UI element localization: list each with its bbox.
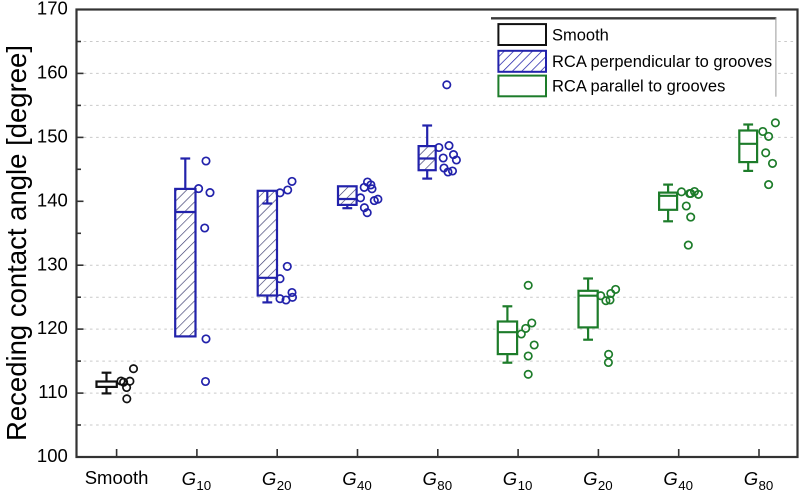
svg-text:G: G xyxy=(342,468,356,489)
svg-text:Smooth: Smooth xyxy=(552,26,609,44)
svg-text:170: 170 xyxy=(37,0,68,19)
svg-text:G: G xyxy=(744,468,758,489)
svg-text:140: 140 xyxy=(37,189,68,210)
svg-text:40: 40 xyxy=(678,478,693,492)
svg-text:G: G xyxy=(423,468,437,489)
svg-text:G: G xyxy=(262,468,276,489)
svg-text:10: 10 xyxy=(196,478,211,492)
svg-text:G: G xyxy=(663,468,677,489)
svg-text:160: 160 xyxy=(37,62,68,83)
svg-text:40: 40 xyxy=(357,478,372,492)
svg-text:RCA parallel to grooves: RCA parallel to grooves xyxy=(552,78,725,96)
svg-text:Receding contact angle [degree: Receding contact angle [degree] xyxy=(1,45,32,441)
svg-text:120: 120 xyxy=(37,317,68,338)
svg-text:100: 100 xyxy=(37,445,68,466)
svg-text:80: 80 xyxy=(437,478,452,492)
svg-text:G: G xyxy=(182,468,196,489)
svg-text:80: 80 xyxy=(759,478,774,492)
svg-text:20: 20 xyxy=(277,478,292,492)
svg-text:20: 20 xyxy=(598,478,613,492)
svg-text:10: 10 xyxy=(518,478,533,492)
svg-text:RCA perpendicular to grooves: RCA perpendicular to grooves xyxy=(552,53,772,71)
svg-text:150: 150 xyxy=(37,126,68,147)
svg-text:130: 130 xyxy=(37,253,68,274)
svg-text:G: G xyxy=(503,468,517,489)
svg-text:Smooth: Smooth xyxy=(85,467,149,488)
svg-text:G: G xyxy=(583,468,597,489)
svg-text:110: 110 xyxy=(38,381,68,402)
